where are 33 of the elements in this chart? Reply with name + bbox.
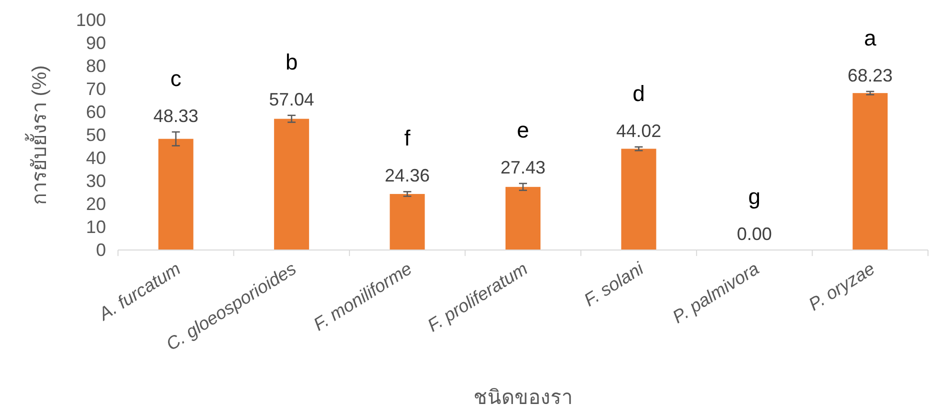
x-axis-title: ชนิดของรา <box>474 387 572 409</box>
y-axis-title: การยับยั้งรา (%) <box>25 65 51 205</box>
annotation: g <box>748 184 761 209</box>
y-tick-label: 20 <box>86 194 106 214</box>
bar <box>506 186 540 250</box>
data-label: 0.00 <box>736 224 772 244</box>
annotation: d <box>632 80 645 106</box>
bar <box>158 138 194 250</box>
y-tick-label: 0 <box>96 240 106 260</box>
data-label: 44.02 <box>616 120 662 141</box>
data-label: 48.33 <box>153 106 198 126</box>
y-tick-label: 30 <box>86 171 106 191</box>
data-label: 68.23 <box>848 65 893 86</box>
bar <box>274 118 310 250</box>
bar <box>390 194 425 250</box>
y-tick-label: 40 <box>86 148 106 168</box>
annotation: a <box>864 25 878 50</box>
y-tick-label: 10 <box>86 217 106 237</box>
annotation: b <box>285 49 298 74</box>
y-tick-label: 100 <box>76 10 106 30</box>
data-label: 57.04 <box>269 89 314 110</box>
y-tick-label: 70 <box>86 79 106 99</box>
bar <box>852 93 888 250</box>
annotation: e <box>516 117 530 142</box>
annotation: c <box>170 66 182 91</box>
y-tick-label: 80 <box>86 56 106 76</box>
data-label: 27.43 <box>500 157 546 178</box>
bar <box>621 148 656 250</box>
annotation: f <box>404 126 412 151</box>
y-tick-label: 50 <box>86 125 106 145</box>
y-tick-label: 60 <box>86 102 106 122</box>
y-tick-label: 90 <box>86 33 106 53</box>
data-label: 24.36 <box>384 166 430 186</box>
